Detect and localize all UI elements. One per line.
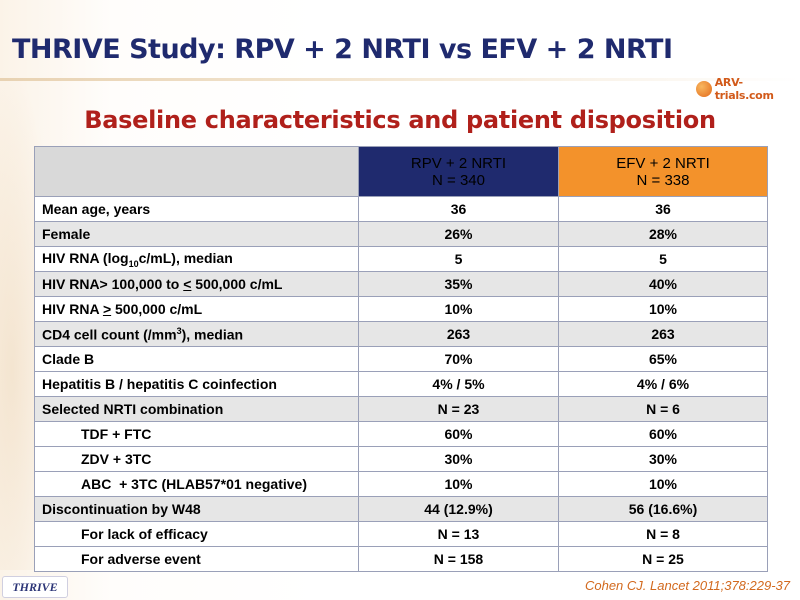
row-label-part: 500,000 c/mL (191, 276, 283, 292)
table-row: HIV RNA> 100,000 to < 500,000 c/mL 35% 4… (34, 271, 768, 297)
slide-title: THRIVE Study: RPV + 2 NRTI vs EFV + 2 NR… (12, 34, 673, 65)
rpv-value: 44 (12.9%) (358, 496, 559, 522)
efv-value: 10% (558, 471, 768, 497)
title-divider (0, 78, 800, 81)
header-blank-cell (34, 146, 359, 197)
rpv-value: 70% (358, 346, 559, 372)
header-efv-arm: EFV + 2 NRTI (616, 154, 710, 172)
row-label: Mean age, years (34, 196, 359, 222)
table-row: For adverse event N = 158 N = 25 (34, 546, 768, 572)
rpv-value: N = 13 (358, 521, 559, 547)
table-row: Mean age, years 36 36 (34, 196, 768, 222)
table-header-row: RPV + 2 NRTI N = 340 EFV + 2 NRTI N = 33… (34, 146, 768, 197)
table-row: For lack of efficacy N = 13 N = 8 (34, 521, 768, 547)
logo-text: ARV-trials.com (714, 76, 774, 102)
header-rpv-n: N = 340 (432, 171, 485, 189)
row-label: For adverse event (34, 546, 359, 572)
rpv-value: 5 (358, 246, 559, 272)
table-row: CD4 cell count (/mm3), median 263 263 (34, 321, 768, 347)
rpv-value: 35% (358, 271, 559, 297)
row-label-part: HIV RNA (42, 301, 103, 317)
row-label-part: 500,000 c/mL (111, 301, 203, 317)
row-label: ABC + 3TC (HLAB57*01 negative) (34, 471, 359, 497)
rpv-value: 26% (358, 221, 559, 247)
row-label: CD4 cell count (/mm3), median (34, 321, 359, 347)
efv-value: 56 (16.6%) (558, 496, 768, 522)
table-row: Hepatitis B / hepatitis C coinfection 4%… (34, 371, 768, 397)
row-label: For lack of efficacy (34, 521, 359, 547)
table-row: Clade B 70% 65% (34, 346, 768, 372)
table-row: Selected NRTI combination N = 23 N = 6 (34, 396, 768, 422)
header-rpv: RPV + 2 NRTI N = 340 (358, 146, 559, 197)
row-label: Discontinuation by W48 (34, 496, 359, 522)
rpv-value: N = 23 (358, 396, 559, 422)
slide-subtitle: Baseline characteristics and patient dis… (84, 106, 716, 134)
row-label: HIV RNA (log10c/mL), median (34, 246, 359, 272)
table-row: HIV RNA (log10c/mL), median 5 5 (34, 246, 768, 272)
table-row: Discontinuation by W48 44 (12.9%) 56 (16… (34, 496, 768, 522)
rpv-value: 60% (358, 421, 559, 447)
row-label-part: CD4 cell count (/mm (42, 326, 177, 343)
row-label: Clade B (34, 346, 359, 372)
efv-value: N = 25 (558, 546, 768, 572)
rpv-value: 263 (358, 321, 559, 347)
table-row: ABC + 3TC (HLAB57*01 negative) 10% 10% (34, 471, 768, 497)
efv-value: N = 6 (558, 396, 768, 422)
rpv-value: N = 158 (358, 546, 559, 572)
row-label: HIV RNA> 100,000 to < 500,000 c/mL (34, 271, 359, 297)
efv-value: 4% / 6% (558, 371, 768, 397)
arv-logo-icon (696, 81, 712, 97)
citation: Cohen CJ. Lancet 2011;378:229-37 (584, 578, 790, 593)
row-label-part: HIV RNA> 100,000 to (42, 276, 184, 292)
rpv-value: 30% (358, 446, 559, 472)
efv-value: 263 (558, 321, 768, 347)
row-label-part: c/mL), median (138, 249, 233, 266)
row-label-superscript: 3 (176, 325, 182, 336)
row-label-part: HIV RNA (log (42, 249, 129, 266)
row-label: ZDV + 3TC (34, 446, 359, 472)
rpv-value: 10% (358, 471, 559, 497)
efv-value: N = 8 (558, 521, 768, 547)
efv-value: 30% (558, 446, 768, 472)
efv-value: 60% (558, 421, 768, 447)
efv-value: 10% (558, 296, 768, 322)
row-label-part: ), median (181, 326, 244, 343)
header-efv: EFV + 2 NRTI N = 338 (558, 146, 768, 197)
header-efv-n: N = 338 (636, 171, 690, 189)
table-row: Female 26% 28% (34, 221, 768, 247)
row-label: Selected NRTI combination (34, 396, 359, 422)
efv-value: 36 (558, 196, 768, 222)
rpv-value: 10% (358, 296, 559, 322)
row-label: TDF + FTC (34, 421, 359, 447)
baseline-table: RPV + 2 NRTI N = 340 EFV + 2 NRTI N = 33… (34, 146, 768, 572)
rpv-value: 4% / 5% (358, 371, 559, 397)
arv-trials-logo[interactable]: ARV-trials.com (696, 76, 800, 102)
header-rpv-arm: RPV + 2 NRTI (410, 154, 507, 172)
row-label-symbol: > (102, 301, 112, 317)
efv-value: 5 (558, 246, 768, 272)
efv-value: 40% (558, 271, 768, 297)
row-label-subscript: 10 (128, 258, 139, 269)
efv-value: 65% (558, 346, 768, 372)
thrive-badge: THRIVE (2, 576, 68, 598)
row-label: Female (34, 221, 359, 247)
row-label-symbol: < (183, 276, 192, 292)
table-row: TDF + FTC 60% 60% (34, 421, 768, 447)
row-label: HIV RNA > 500,000 c/mL (34, 296, 359, 322)
efv-value: 28% (558, 221, 768, 247)
rpv-value: 36 (358, 196, 559, 222)
table-row: HIV RNA > 500,000 c/mL 10% 10% (34, 296, 768, 322)
table-row: ZDV + 3TC 30% 30% (34, 446, 768, 472)
row-label: Hepatitis B / hepatitis C coinfection (34, 371, 359, 397)
